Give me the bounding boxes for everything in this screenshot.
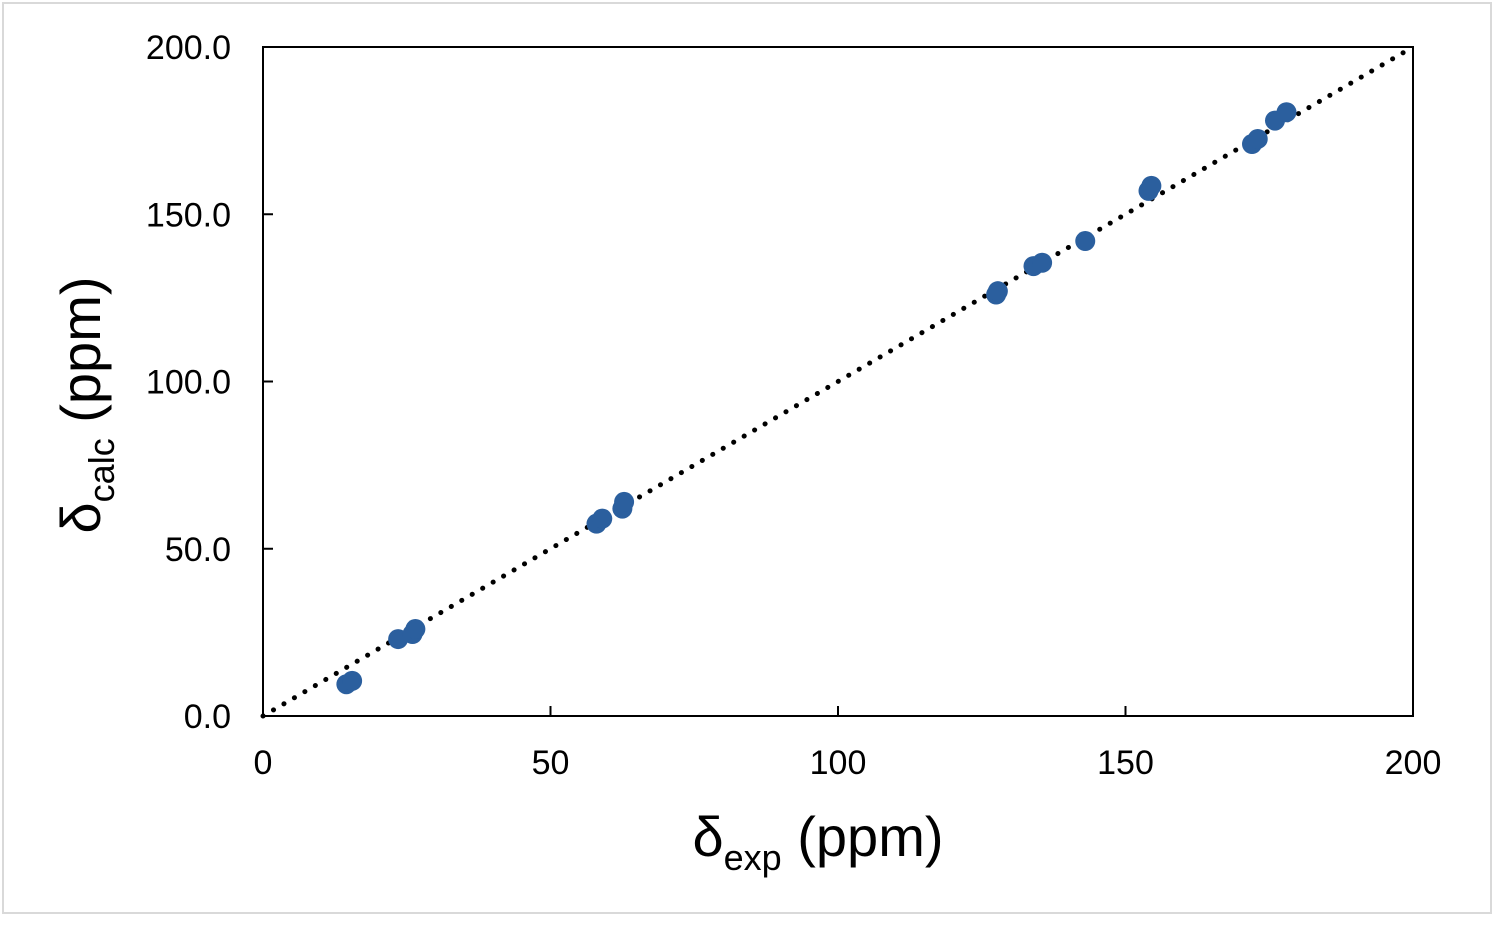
y-tick-label: 0.0 — [184, 698, 231, 736]
x-tick-label: 50 — [532, 744, 570, 782]
data-point — [405, 619, 426, 640]
x-tick-label: 150 — [1097, 744, 1154, 782]
data-point — [1075, 231, 1096, 252]
x-tick-label: 100 — [810, 744, 867, 782]
data-point — [342, 670, 363, 691]
y-axis-title: δcalc (ppm) — [49, 277, 122, 534]
data-point — [592, 508, 613, 529]
data-points — [336, 102, 1297, 695]
data-point — [1032, 252, 1053, 273]
data-point — [614, 491, 635, 512]
x-tick-label: 0 — [254, 744, 273, 782]
chart-frame — [2, 2, 1492, 914]
data-point — [987, 281, 1008, 302]
data-point — [1247, 128, 1268, 149]
y-tick-label: 200.0 — [146, 29, 231, 67]
data-point — [1276, 102, 1297, 123]
y-tick-label: 50.0 — [165, 531, 231, 569]
x-tick-label: 200 — [1385, 744, 1442, 782]
y-tick-label: 100.0 — [146, 364, 231, 402]
y-tick-labels: 0.0 50.0 100.0 150.0 200.0 — [146, 29, 231, 736]
parity-reference-line — [260, 44, 1416, 719]
x-tick-labels: 0 50 100 150 200 — [254, 744, 1442, 782]
y-tick-label: 150.0 — [146, 196, 231, 234]
plot-area — [262, 46, 1414, 717]
x-axis-title: δexp (ppm) — [692, 805, 943, 878]
data-point — [1141, 175, 1162, 196]
